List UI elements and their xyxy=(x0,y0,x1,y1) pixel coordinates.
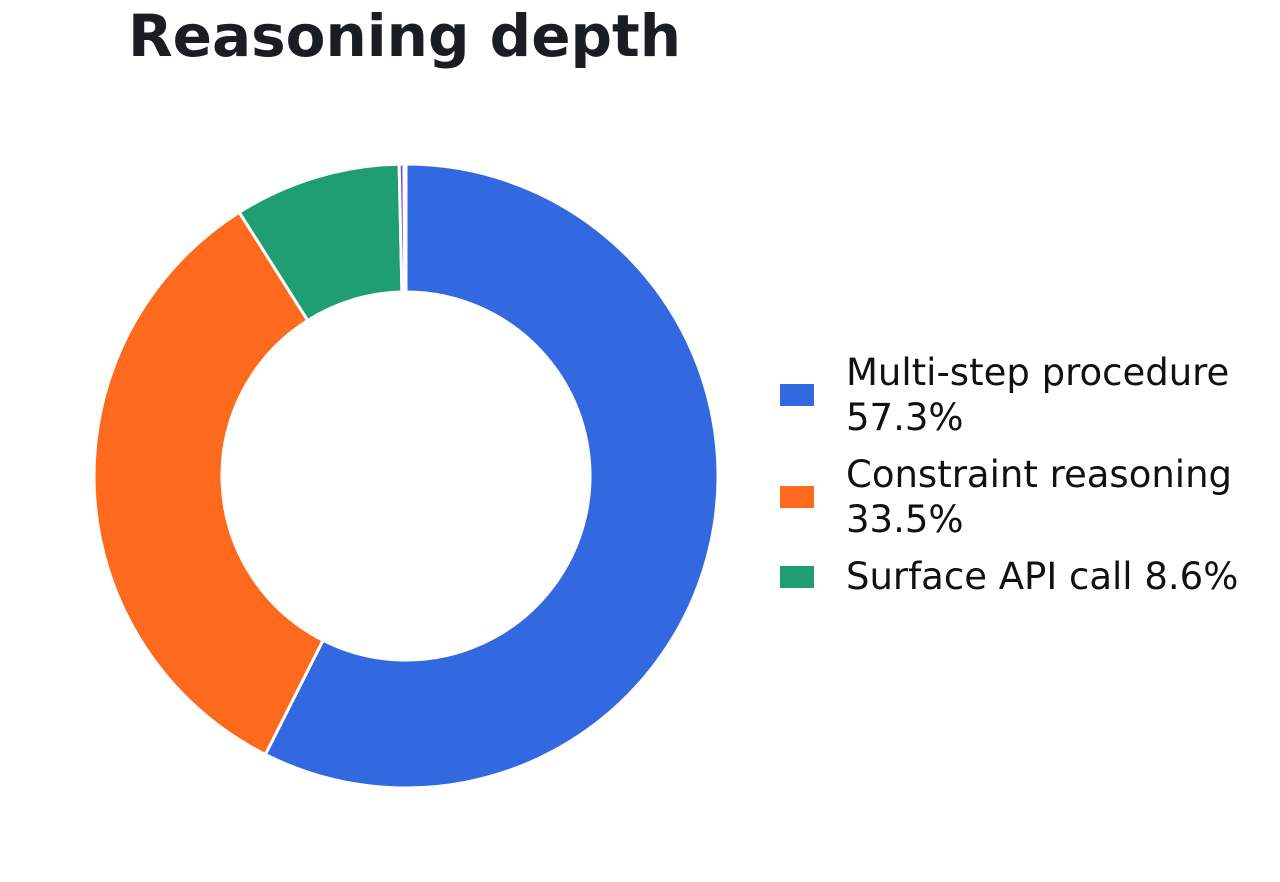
legend-swatch xyxy=(780,486,814,508)
slice-constraint-reasoning xyxy=(92,210,326,757)
chart-title: Reasoning depth xyxy=(128,2,682,70)
legend-swatch xyxy=(780,384,814,406)
legend-label: Constraint reasoning 33.5% xyxy=(846,453,1233,541)
legend: Multi-step procedure 57.3% Constraint re… xyxy=(780,350,1260,611)
slice-multi-step-procedure xyxy=(263,162,720,790)
legend-item-multi-step: Multi-step procedure 57.3% xyxy=(780,350,1260,440)
slice-unlabeled-4 xyxy=(402,162,408,294)
legend-label: Multi-step procedure 57.3% xyxy=(846,351,1230,439)
legend-item-surface-api: Surface API call 8.6% xyxy=(780,554,1260,599)
legend-item-constraint: Constraint reasoning 33.5% xyxy=(780,452,1260,542)
legend-swatch xyxy=(780,565,814,588)
legend-label: Surface API call 8.6% xyxy=(846,555,1239,598)
